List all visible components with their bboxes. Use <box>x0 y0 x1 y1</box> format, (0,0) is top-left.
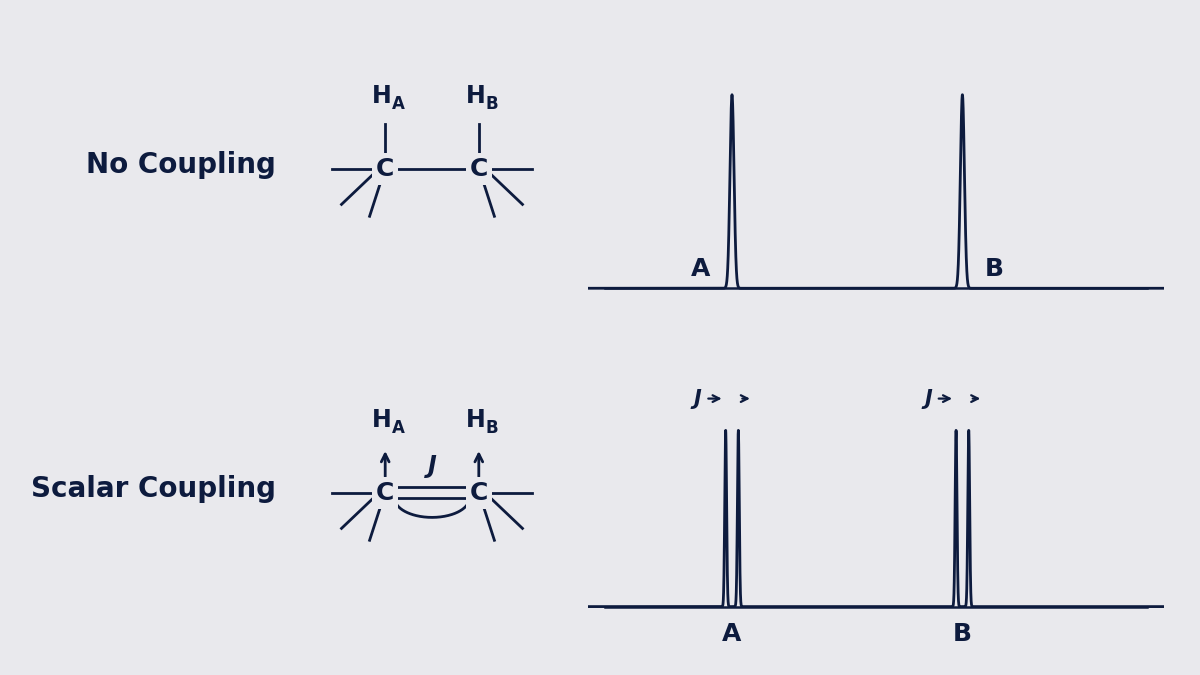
Text: A: A <box>691 256 710 281</box>
Text: H: H <box>372 84 392 108</box>
Text: C: C <box>469 157 488 181</box>
Text: B: B <box>486 95 498 113</box>
Text: J: J <box>427 454 437 478</box>
Text: A: A <box>392 95 404 113</box>
Text: B: B <box>984 256 1003 281</box>
Text: A: A <box>722 622 742 647</box>
Text: H: H <box>466 408 486 432</box>
Text: C: C <box>469 481 488 505</box>
Text: H: H <box>372 408 392 432</box>
Text: A: A <box>392 419 404 437</box>
Text: C: C <box>376 481 395 505</box>
Text: H: H <box>466 84 486 108</box>
Text: B: B <box>953 622 972 647</box>
Text: Scalar Coupling: Scalar Coupling <box>31 475 276 504</box>
Text: J: J <box>924 389 932 408</box>
Text: J: J <box>694 389 702 408</box>
Text: No Coupling: No Coupling <box>86 151 276 180</box>
Text: C: C <box>376 157 395 181</box>
Text: B: B <box>486 419 498 437</box>
